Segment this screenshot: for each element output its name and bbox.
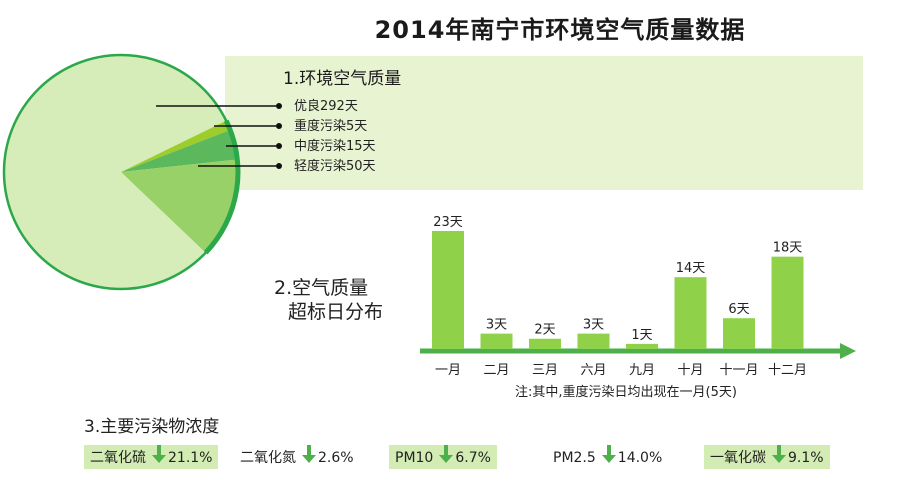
bar	[626, 343, 658, 349]
bar	[723, 318, 755, 349]
pollutant-name: PM10	[395, 450, 434, 466]
pollutant-name: 二氧化氮	[240, 450, 296, 466]
bar	[771, 256, 804, 349]
x-axis-arrow	[840, 343, 856, 359]
section2-title-line2: 超标日分布	[288, 301, 384, 323]
x-tick-label: 十一月	[719, 363, 758, 378]
legend-item-good: 优良292天	[294, 99, 358, 114]
pie-chart	[2, 53, 282, 291]
bar-value-label: 6天	[728, 302, 749, 317]
chart-note: 注:其中,重度污染日均出现在一月(5天)	[515, 385, 737, 400]
legend-item-moderate: 中度污染15天	[294, 139, 376, 154]
bar-value-label: 23天	[433, 215, 463, 230]
bar-value-label: 1天	[631, 328, 652, 343]
bar	[674, 277, 707, 349]
bar-value-label: 14天	[676, 261, 706, 276]
bar-value-label: 3天	[486, 318, 507, 333]
x-tick-label: 十月	[677, 363, 703, 378]
x-tick-label: 二月	[483, 363, 509, 378]
down-arrow-icon	[152, 445, 166, 471]
down-arrow-icon	[772, 445, 786, 471]
section2-title: 2.空气质量 超标日分布	[274, 276, 383, 324]
pie-rim-highlight	[203, 119, 241, 255]
down-arrow-icon	[601, 445, 616, 471]
pollutant-name: PM2.5	[553, 450, 596, 466]
pie-slice-light	[121, 159, 238, 253]
x-tick-label: 一月	[435, 363, 461, 378]
pie-legend: 优良292天 重度污染5天 中度污染15天 轻度污染50天	[294, 97, 376, 177]
pollutant-name: 一氧化碳	[710, 450, 766, 466]
pie-slice-heavy	[121, 120, 231, 172]
section2-title-line1: 2.空气质量	[274, 277, 369, 299]
leader-dot-good	[276, 103, 282, 109]
pollutant-item-so2: 二氧化硫 21.1%	[84, 445, 219, 471]
pollutant-value: 9.1%	[788, 450, 824, 466]
section3-title: 3.主要污染物浓度	[84, 417, 220, 437]
pollutant-value: 21.1%	[168, 450, 213, 466]
pollutant-item-no2: 二氧化氮 2.6%	[234, 445, 360, 469]
x-tick-label: 三月	[532, 363, 558, 378]
x-tick-label: 六月	[580, 363, 606, 378]
bar-value-label: 18天	[773, 241, 803, 256]
legend-item-heavy: 重度污染5天	[294, 119, 368, 134]
pollutant-item-pm10: PM10 6.7%	[389, 445, 497, 469]
x-tick-label: 十二月	[768, 363, 807, 378]
bar	[529, 338, 561, 349]
leader-dot-light	[276, 163, 282, 169]
pollutant-list: 二氧化硫 21.1% 二氧化氮 2.6% PM10 6.7% PM2.5 14.0% 一…	[84, 445, 864, 469]
bar	[577, 333, 610, 349]
pollutant-value: 14.0%	[617, 450, 663, 466]
bar-value-label: 3天	[583, 318, 604, 333]
bar-value-label: 2天	[534, 323, 555, 338]
section1-band	[225, 56, 863, 190]
leader-dot-heavy	[276, 123, 282, 129]
leader-dot-moderate	[276, 143, 282, 149]
bar	[480, 333, 513, 349]
pollutant-item-pm25: PM2.5 14.0%	[547, 445, 668, 469]
pollutant-value: 2.6%	[318, 450, 354, 466]
page-title: 2014年南宁市环境空气质量数据	[374, 16, 746, 44]
pollutant-value: 6.7%	[455, 450, 491, 466]
x-tick-label: 九月	[629, 363, 655, 378]
pollutant-name: 二氧化硫	[90, 450, 146, 466]
down-arrow-icon	[302, 445, 316, 471]
legend-item-light: 轻度污染50天	[294, 159, 376, 174]
pie-slice-moderate	[121, 130, 238, 172]
down-arrow-icon	[439, 445, 454, 471]
pie-slice-good	[4, 54, 227, 289]
section1-title: 1.环境空气质量	[283, 69, 402, 89]
bar	[432, 231, 464, 349]
pollutant-item-co: 一氧化碳 9.1%	[704, 445, 830, 469]
